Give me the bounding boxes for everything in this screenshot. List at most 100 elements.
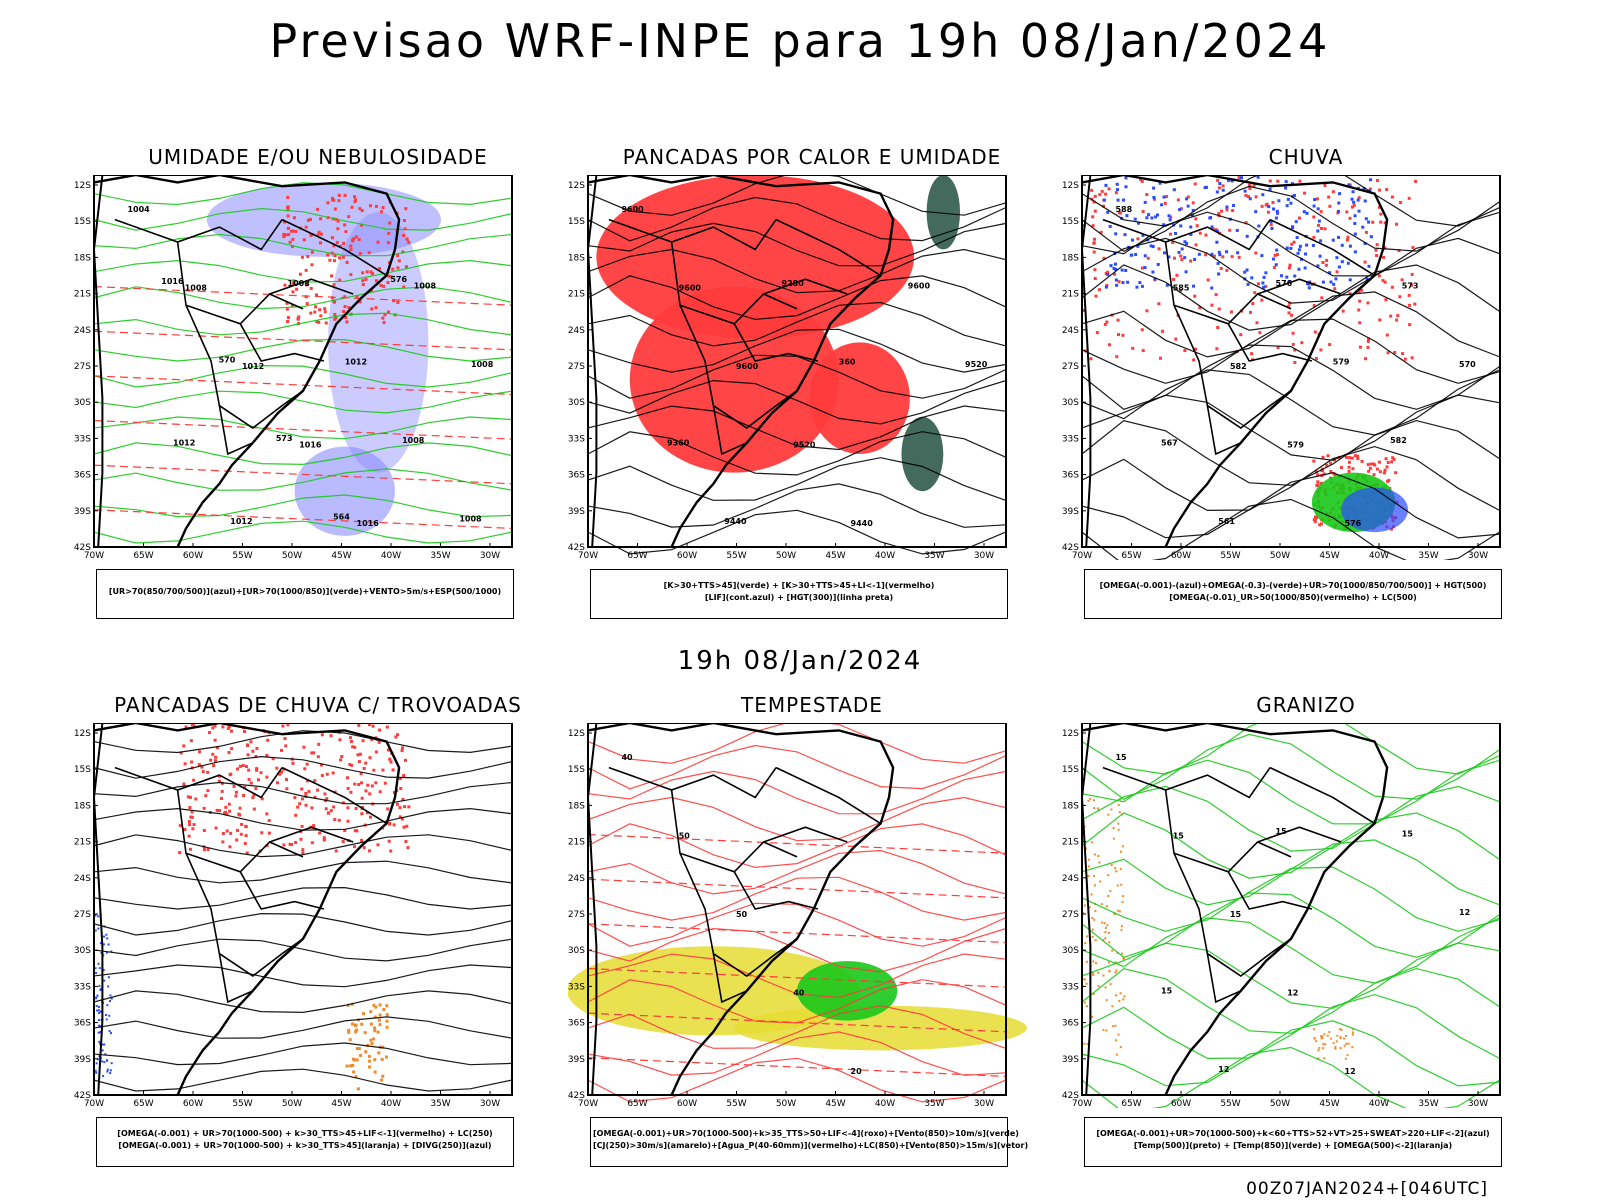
lat-tick-label: 18S: [568, 801, 585, 811]
contour-labels: 40 50 50 40 20: [621, 753, 862, 1076]
contour-value-label: 12: [1459, 908, 1470, 917]
contour-value-label: 12: [1345, 1067, 1356, 1076]
field-shading: [1082, 797, 1355, 1060]
lon-tick-label: 55W: [726, 551, 746, 560]
contour-value-label: 9440: [724, 517, 747, 526]
lon-tick-label: 40W: [381, 551, 401, 560]
contour-value-label: 15: [1115, 753, 1127, 762]
run-info-footer: 00Z07JAN2024+[046UTC]: [1246, 1179, 1488, 1199]
legend-line: [OMEGA(-0.001)+UR>70(1000-500)+k<60+TTS>…: [1096, 1129, 1490, 1138]
lon-tick-label: 45W: [331, 1099, 351, 1108]
lat-tick-label: 18S: [1062, 801, 1079, 811]
panel-title: UMIDADE E/OU NEBULOSIDADE: [148, 145, 488, 169]
lon-tick-label: 60W: [677, 551, 697, 560]
lat-tick-label: 42S: [568, 543, 585, 553]
lon-tick-label: 40W: [875, 551, 895, 560]
lon-tick-label: 70W: [1072, 551, 1092, 560]
map-frame: [1081, 723, 1501, 1096]
lat-tick-label: 18S: [74, 253, 91, 263]
lat-tick-label: 24S: [74, 874, 91, 884]
legend-line: [OMEGA(-0.01)_UR>50(1000/850)(vermelho) …: [1169, 593, 1417, 602]
lon-tick-label: 60W: [677, 1099, 697, 1108]
legend-line: [CJ(250)>30m/s](amarelo)+[Agua_P(40-60mm…: [593, 1141, 1029, 1150]
lon-tick-label: 65W: [1121, 551, 1141, 560]
lon-tick-label: 50W: [282, 1099, 302, 1108]
contour-value-label: 1016: [299, 441, 322, 450]
lon-tick-label: 40W: [1369, 1099, 1389, 1108]
lon-tick-label: 55W: [232, 551, 252, 560]
lat-tick-label: 36S: [568, 471, 585, 481]
lat-tick-label: 30S: [1062, 398, 1079, 408]
forecast-map: 40 50 50 40 20 12S 15S 18S 21S 24S 27S 30S 33S 36S 39S…: [568, 723, 1027, 1108]
main-title: Previsao WRF-INPE para 19h 08/Jan/2024: [269, 14, 1331, 68]
contour-labels: 9600 9600 9600 9520 9440 9600 9520 9360 9440 9280…: [621, 205, 987, 528]
lon-tick-label: 65W: [133, 1099, 153, 1108]
lat-tick-label: 30S: [74, 946, 91, 956]
legend-line: [Temp(500)](preto) + [Temp(850)](verde) …: [1133, 1141, 1453, 1150]
lon-tick-label: 30W: [974, 1099, 994, 1108]
contour-value-label: 570: [219, 355, 236, 364]
lat-tick-label: 36S: [1062, 471, 1079, 481]
lat-tick-label: 27S: [1062, 910, 1079, 920]
lon-tick-label: 35W: [924, 1099, 944, 1108]
lon-tick-label: 70W: [578, 551, 598, 560]
contour-value-label: 9360: [667, 438, 690, 447]
contour-lines: [93, 182, 513, 544]
contour-value-label: 1008: [414, 281, 437, 290]
contour-value-label: 1004: [127, 205, 150, 214]
lat-tick-label: 21S: [1062, 838, 1079, 848]
lon-tick-label: 60W: [183, 1099, 203, 1108]
lon-tick-label: 30W: [1468, 551, 1488, 560]
lat-tick-label: 27S: [74, 910, 91, 920]
lat-tick-label: 33S: [74, 434, 91, 444]
lat-tick-label: 15S: [1062, 765, 1079, 775]
contour-value-label: 1008: [471, 360, 494, 369]
lat-tick-label: 24S: [568, 326, 585, 336]
contour-labels: 15 15 15 12 12 15 12 15 12 15: [1115, 753, 1470, 1076]
panel-title: GRANIZO: [1256, 693, 1356, 717]
contour-value-label: 1008: [402, 436, 425, 445]
lat-tick-label: 36S: [1062, 1019, 1079, 1029]
contour-value-label: 1008: [185, 284, 208, 293]
lon-tick-label: 55W: [1220, 551, 1240, 560]
lat-tick-label: 27S: [568, 910, 585, 920]
lon-tick-label: 70W: [84, 1099, 104, 1108]
contour-value-label: 1012: [173, 438, 195, 447]
panel-title: PANCADAS POR CALOR E UMIDADE: [622, 145, 1002, 169]
lat-tick-label: 15S: [568, 217, 585, 227]
forecast-map: 15 15 15 12 12 15 12 15 12 15 12S 15S 18S 21S 24S 27S 30…: [1062, 723, 1501, 1108]
panel-legend: [OMEGA(-0.001) + UR>70(1000-500) + k>30_…: [96, 1117, 514, 1167]
political-borders: [92, 175, 401, 548]
lat-tick-label: 39S: [568, 507, 585, 517]
contour-labels: 1004100810121016101610081008101210121008…: [127, 205, 493, 528]
contour-value-label: 588: [1115, 205, 1132, 214]
contour-value-label: 585: [1173, 284, 1190, 293]
legend-line: [K>30+TTS>45](verde) + [K>30+TTS>45+LI<-…: [663, 581, 935, 590]
lon-tick-label: 55W: [232, 1099, 252, 1108]
contour-value-label: 9440: [851, 519, 874, 528]
contour-value-label: 40: [621, 753, 633, 762]
political-borders: [586, 723, 895, 1096]
contour-value-label: 9600: [679, 284, 702, 293]
contour-value-label: 579: [1333, 358, 1350, 367]
lon-tick-label: 50W: [776, 1099, 796, 1108]
contour-value-label: 9600: [621, 205, 644, 214]
lat-tick-label: 27S: [74, 362, 91, 372]
lat-tick-label: 24S: [1062, 326, 1079, 336]
lon-tick-label: 45W: [1319, 551, 1339, 560]
contour-value-label: 15: [1276, 827, 1288, 836]
lon-tick-label: 65W: [1121, 1099, 1141, 1108]
panel-title: PANCADAS DE CHUVA C/ TROVOADAS: [114, 693, 522, 717]
lat-tick-label: 42S: [1062, 1091, 1079, 1101]
lon-tick-label: 40W: [1369, 551, 1389, 560]
lat-tick-label: 42S: [1062, 543, 1079, 553]
legend-line: [OMEGA(-0.001)-(azul)+OMEGA(-0.3)-(verde…: [1099, 581, 1487, 590]
contour-labels: 588 585 582 579 576 573 570 567 561 576 579 582: [1115, 205, 1476, 528]
forecast-map: 58858558257957657357056756157657958212S1…: [1062, 175, 1501, 560]
lat-tick-label: 12S: [568, 729, 585, 739]
contour-value-label: 12: [1218, 1065, 1229, 1074]
lat-tick-label: 33S: [1062, 982, 1079, 992]
lat-tick-label: 15S: [1062, 217, 1079, 227]
